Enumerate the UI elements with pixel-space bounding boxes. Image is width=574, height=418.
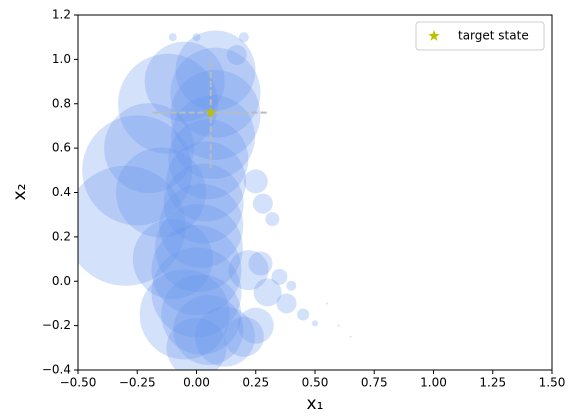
bubble bbox=[312, 320, 318, 327]
bubble bbox=[170, 47, 261, 138]
legend-box bbox=[415, 21, 545, 51]
bubble bbox=[265, 212, 280, 227]
bubble bbox=[151, 225, 242, 316]
bubble bbox=[163, 163, 244, 244]
y-axis-label: x₂ bbox=[10, 184, 30, 201]
bubble bbox=[139, 269, 230, 360]
bubble bbox=[194, 306, 255, 367]
bubble bbox=[115, 147, 206, 238]
y-tick-label: 0.8 bbox=[52, 96, 71, 110]
bubble bbox=[237, 307, 274, 344]
bubble bbox=[78, 165, 186, 286]
bubble bbox=[252, 193, 273, 214]
bubble bbox=[161, 274, 242, 355]
bubble bbox=[168, 119, 249, 200]
y-tick-label: −0.4 bbox=[42, 363, 71, 377]
bubble bbox=[271, 268, 288, 285]
x-tick-label: 1.25 bbox=[479, 376, 506, 390]
y-tick-label: 0.6 bbox=[52, 141, 71, 155]
y-tick-label: 0.4 bbox=[52, 185, 71, 199]
y-tick-label: 1.0 bbox=[52, 52, 71, 66]
x-tick-label: −0.50 bbox=[60, 376, 97, 390]
bubble bbox=[192, 33, 201, 42]
legend-label: target state bbox=[458, 29, 529, 43]
bubble bbox=[226, 44, 247, 65]
y-tick-label: 0.2 bbox=[52, 229, 71, 243]
bubble bbox=[168, 33, 177, 42]
bubble bbox=[159, 183, 244, 268]
bubble bbox=[276, 293, 297, 314]
bubble bbox=[118, 53, 219, 154]
bubble bbox=[337, 324, 340, 327]
bubble bbox=[166, 317, 227, 370]
x-tick-label: 0.50 bbox=[302, 376, 329, 390]
x-tick-label: −0.25 bbox=[119, 376, 156, 390]
x-axis-label: x₁ bbox=[307, 394, 324, 414]
bubble bbox=[175, 30, 256, 111]
bubble bbox=[171, 95, 256, 180]
bubble bbox=[223, 316, 264, 357]
x-tick-label: 1.50 bbox=[539, 376, 566, 390]
y-tick-label: 0.0 bbox=[52, 274, 71, 288]
bubble bbox=[151, 247, 242, 338]
bubble bbox=[170, 69, 261, 160]
bubble bbox=[243, 169, 268, 194]
bubble bbox=[154, 203, 243, 292]
bubble bbox=[349, 335, 352, 338]
legend-marker bbox=[428, 30, 440, 41]
bubble bbox=[253, 278, 282, 307]
bubble bbox=[286, 280, 297, 291]
x-tick-label: 0.00 bbox=[183, 376, 210, 390]
bubble bbox=[238, 32, 249, 43]
bubble bbox=[297, 308, 310, 321]
y-tick-label: −0.2 bbox=[42, 318, 71, 332]
bubble bbox=[82, 115, 193, 226]
bubble bbox=[165, 141, 246, 222]
x-tick-label: 0.75 bbox=[361, 376, 388, 390]
plot-area bbox=[78, 30, 352, 370]
bubble bbox=[144, 41, 225, 122]
x-tick-label: 1.00 bbox=[420, 376, 447, 390]
bubble bbox=[248, 251, 273, 276]
bubble bbox=[173, 295, 244, 366]
bubble bbox=[104, 103, 195, 194]
bubble bbox=[132, 219, 213, 300]
x-tick-label: 0.25 bbox=[242, 376, 269, 390]
target-marker bbox=[205, 106, 217, 118]
y-tick-label: 1.2 bbox=[52, 8, 71, 22]
bubble bbox=[325, 302, 328, 305]
bubble bbox=[228, 250, 269, 291]
